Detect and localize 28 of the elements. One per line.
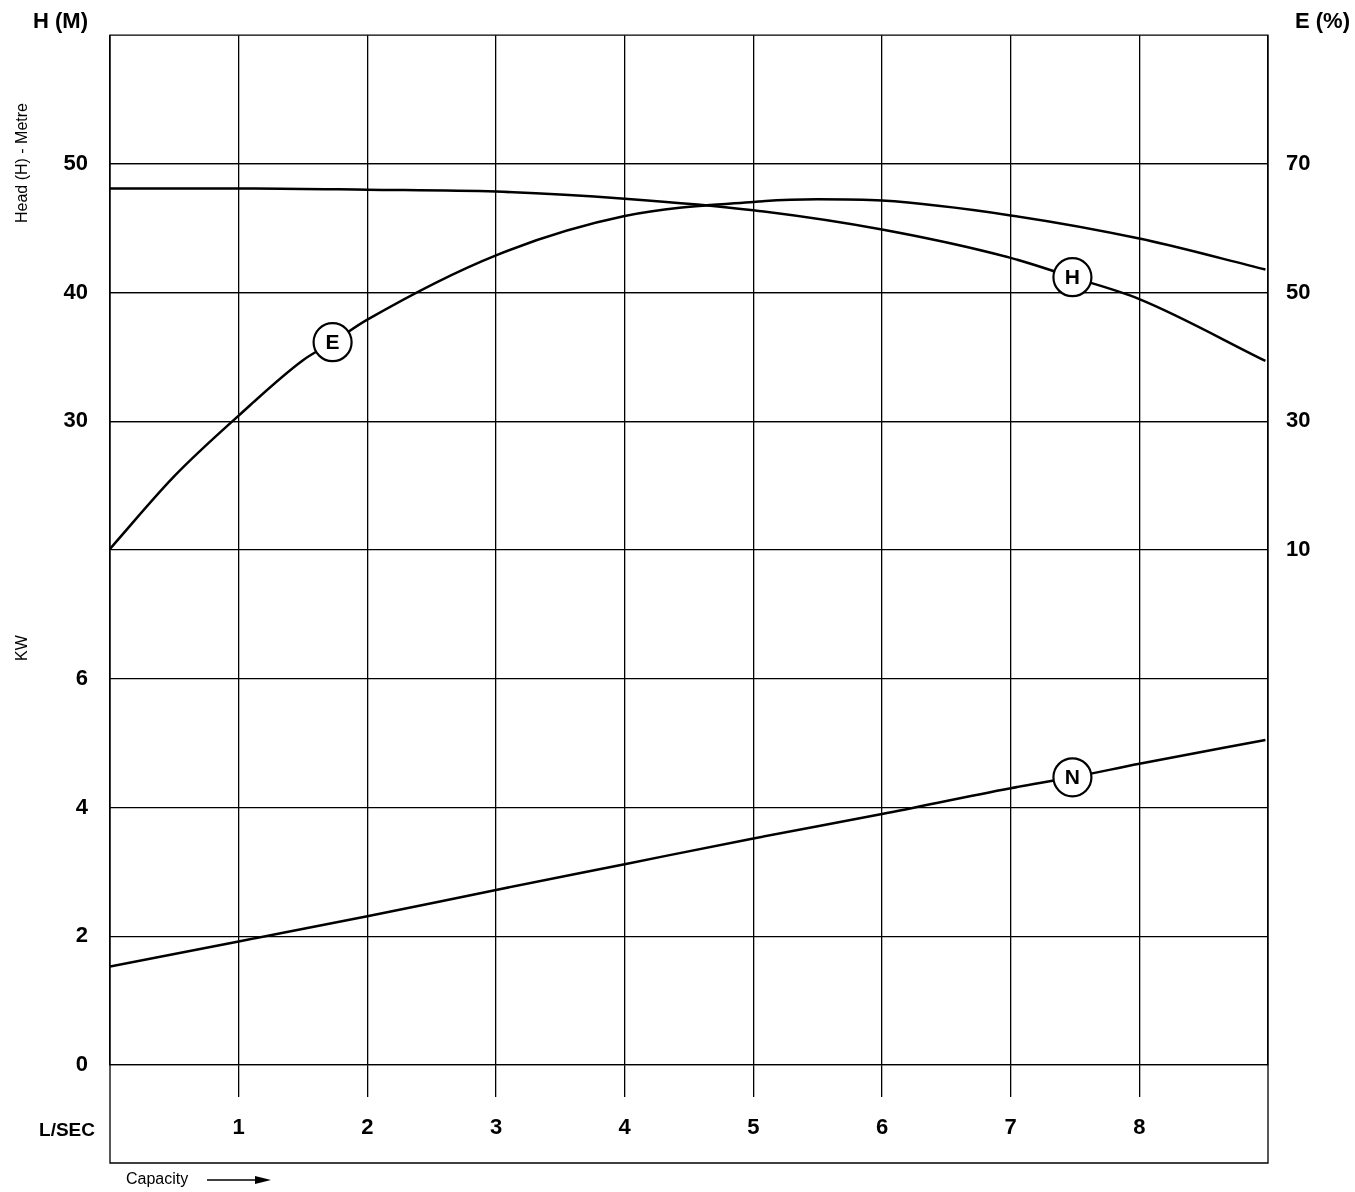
- x-tick-label: 5: [747, 1114, 760, 1140]
- series-label: N: [1064, 765, 1081, 789]
- y3-axis-title: KW: [13, 634, 31, 661]
- y2-tick-label: 70: [1286, 149, 1311, 175]
- text: H (M): [33, 8, 88, 34]
- x-tick-label: 8: [1133, 1114, 1146, 1140]
- x-tick-label: 3: [489, 1114, 503, 1140]
- y-axis-title: Head (H) - Metre: [13, 102, 31, 224]
- y2-tick-label: 10: [1286, 536, 1311, 562]
- text: L/SEC: [39, 1119, 96, 1141]
- y-tick-label: 30: [63, 407, 88, 433]
- x-axis-title: Capacity: [126, 1170, 189, 1188]
- y2-axis-title: E (%): [1295, 8, 1350, 34]
- y3-tick-label: 0: [75, 1051, 88, 1077]
- x-tick-label: 7: [1004, 1114, 1017, 1140]
- y-tick-label: 40: [63, 278, 88, 304]
- x-tick-label: 2: [361, 1114, 374, 1140]
- x-tick-label: 1: [232, 1114, 245, 1140]
- y3-tick-label: 4: [75, 793, 89, 819]
- x-tick-label: 6: [875, 1114, 889, 1140]
- series-label: H: [1064, 265, 1081, 288]
- x-tick-label: 4: [618, 1114, 632, 1140]
- y-tick-label: 50: [63, 149, 88, 175]
- y3-tick-label: 6: [75, 664, 88, 690]
- y2-tick-label: 50: [1286, 278, 1311, 304]
- y2-tick-label: 30: [1286, 407, 1311, 433]
- y3-tick-label: 2: [75, 922, 88, 948]
- series-label: E: [325, 330, 340, 354]
